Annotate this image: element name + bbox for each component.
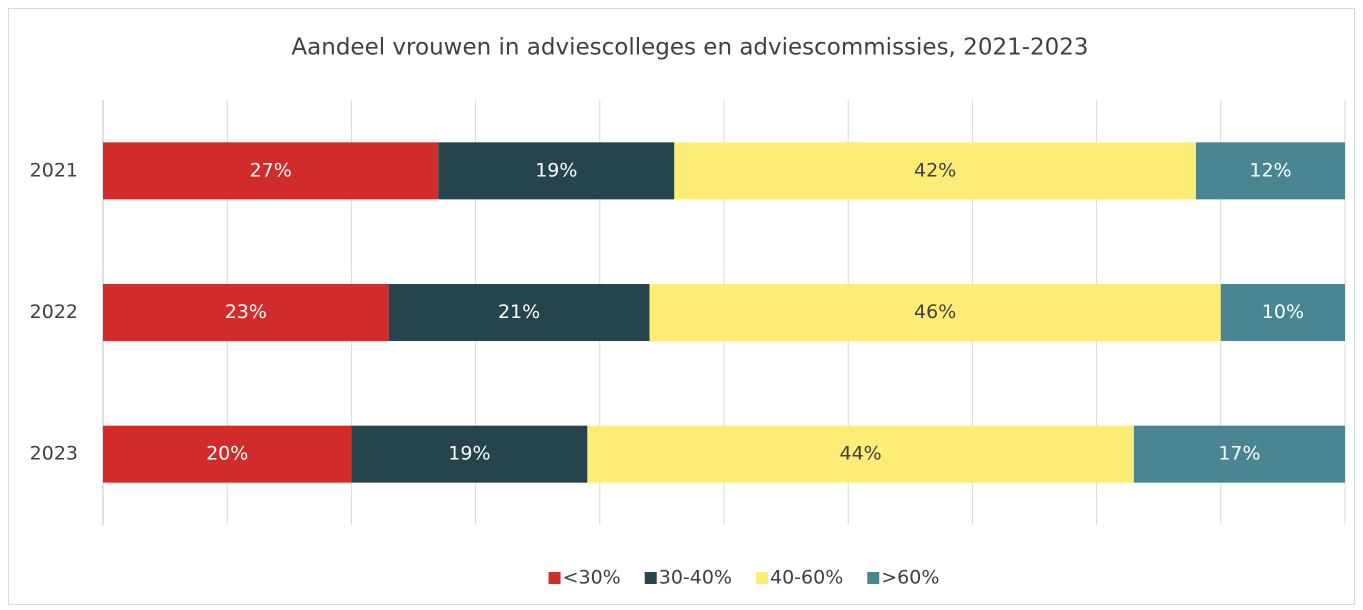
- legend-label: 30-40%: [659, 567, 732, 589]
- bar-segment: [103, 425, 352, 483]
- bar-segment: [351, 425, 588, 483]
- legend-swatch: [644, 572, 657, 584]
- bar-segment: [649, 284, 1221, 341]
- value-label: 19%: [535, 159, 577, 181]
- legend-swatch: [548, 572, 561, 584]
- chart-title: Aandeel vrouwen in adviescolleges en adv…: [291, 35, 1088, 61]
- value-label: 17%: [1218, 443, 1260, 465]
- bar-segment: [103, 284, 389, 341]
- bar-segment: [103, 142, 439, 200]
- legend-label: <30%: [563, 567, 621, 589]
- y-tick-label: 2021: [30, 159, 78, 181]
- bar-segment: [438, 142, 675, 200]
- legend-label: 40-60%: [770, 567, 843, 589]
- y-tick-label: 2023: [30, 443, 78, 465]
- value-label: 10%: [1262, 301, 1304, 323]
- value-label: 21%: [498, 301, 540, 323]
- value-label: 12%: [1249, 159, 1291, 181]
- bar-segment: [388, 284, 650, 341]
- legend-swatch: [867, 572, 880, 584]
- y-tick-label: 2022: [30, 301, 78, 323]
- bar-segment: [674, 142, 1196, 200]
- bar-segment: [1220, 284, 1345, 341]
- value-label: 42%: [914, 159, 956, 181]
- value-label: 46%: [914, 301, 956, 323]
- legend-swatch: [756, 572, 768, 584]
- value-label: 27%: [250, 159, 292, 181]
- value-label: 20%: [206, 443, 248, 465]
- bar-segment: [1133, 425, 1345, 483]
- value-label: 19%: [448, 443, 490, 465]
- value-label: 44%: [840, 443, 882, 465]
- value-label: 23%: [225, 301, 267, 323]
- legend-label: >60%: [881, 567, 939, 589]
- bar-segment: [587, 425, 1134, 483]
- bar-segment: [1195, 142, 1345, 200]
